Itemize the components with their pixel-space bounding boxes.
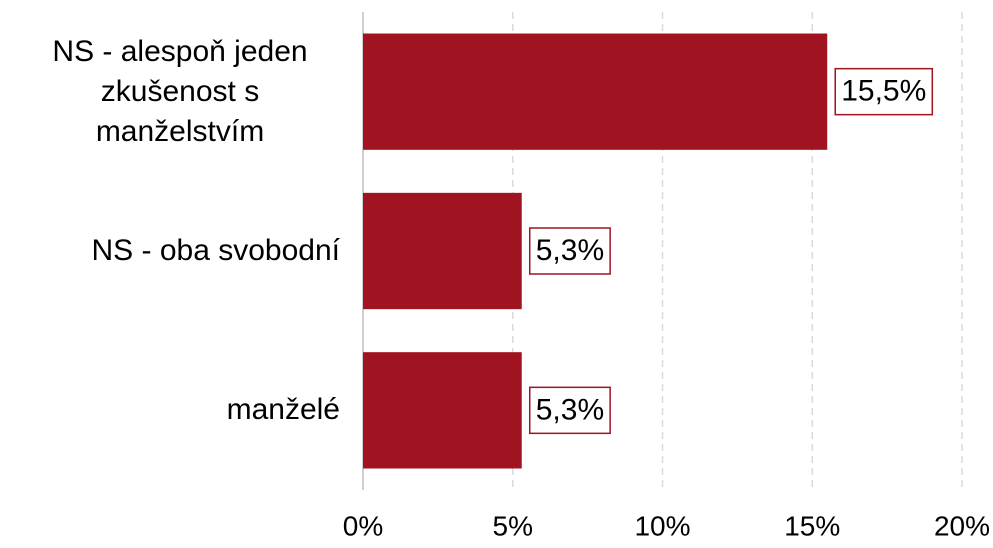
x-tick-label: 0%: [343, 510, 383, 541]
bar: [363, 352, 522, 469]
category-label: manželé: [0, 330, 340, 490]
category-label: NS - oba svobodní: [0, 171, 340, 331]
category-text: manželé: [226, 393, 340, 427]
value-label-box: [528, 227, 611, 275]
x-tick-label: 5%: [493, 510, 533, 541]
bar: [363, 192, 522, 310]
x-tick-label: 20%: [934, 510, 990, 541]
bar: [363, 33, 828, 150]
value-label: 15,5%: [841, 75, 926, 108]
value-label-box: [834, 67, 934, 116]
category-text: NS - alespoň jeden zkušenost s manželstv…: [52, 34, 308, 148]
category-label: NS - alespoň jeden zkušenost s manželstv…: [0, 12, 340, 172]
value-label: 5,3%: [536, 234, 604, 267]
x-tick-label: 15%: [784, 510, 840, 541]
value-label-box: [528, 386, 611, 435]
x-tick-label: 10%: [634, 510, 690, 541]
category-text: NS - oba svobodní: [91, 234, 340, 267]
value-label: 5,3%: [536, 393, 604, 426]
